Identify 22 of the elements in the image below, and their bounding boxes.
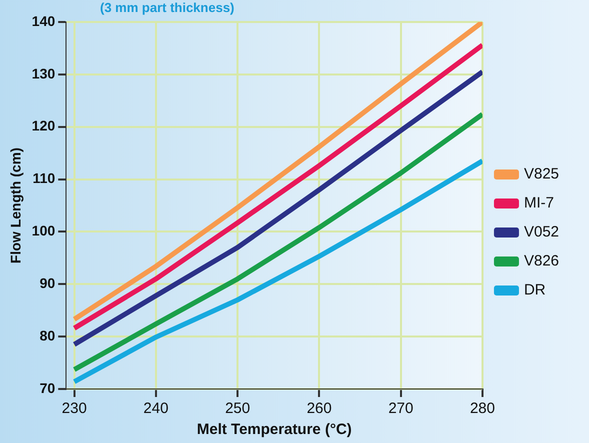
chart-subtitle: (3 mm part thickness) <box>100 0 234 15</box>
x-tick-label: 280 <box>470 400 495 418</box>
y-axis-title: Flow Length (cm) <box>7 148 24 264</box>
y-tick-label: 130 <box>32 65 56 82</box>
y-tick-label: 90 <box>40 275 56 291</box>
legend-label: DR <box>524 282 546 299</box>
x-tick-label: 230 <box>62 400 87 418</box>
y-tick-label: 140 <box>32 12 56 29</box>
y-tick-label: 120 <box>32 118 56 134</box>
y-tick-label: 80 <box>40 327 56 344</box>
y-tick-label: 110 <box>32 170 56 186</box>
x-axis-title: Melt Temperature (°C) <box>196 421 352 438</box>
x-tick-label: 270 <box>388 400 414 418</box>
x-tick-label: 260 <box>306 400 332 418</box>
legend-label: MI-7 <box>524 194 554 212</box>
legend-label: V826 <box>524 252 560 270</box>
x-tick-label: 250 <box>225 400 250 418</box>
legend-label: V052 <box>524 224 560 241</box>
y-tick-label: 70 <box>40 380 56 396</box>
legend-label: V825 <box>524 166 560 183</box>
y-tick-label: 100 <box>32 222 56 239</box>
x-tick-label: 240 <box>143 400 168 418</box>
